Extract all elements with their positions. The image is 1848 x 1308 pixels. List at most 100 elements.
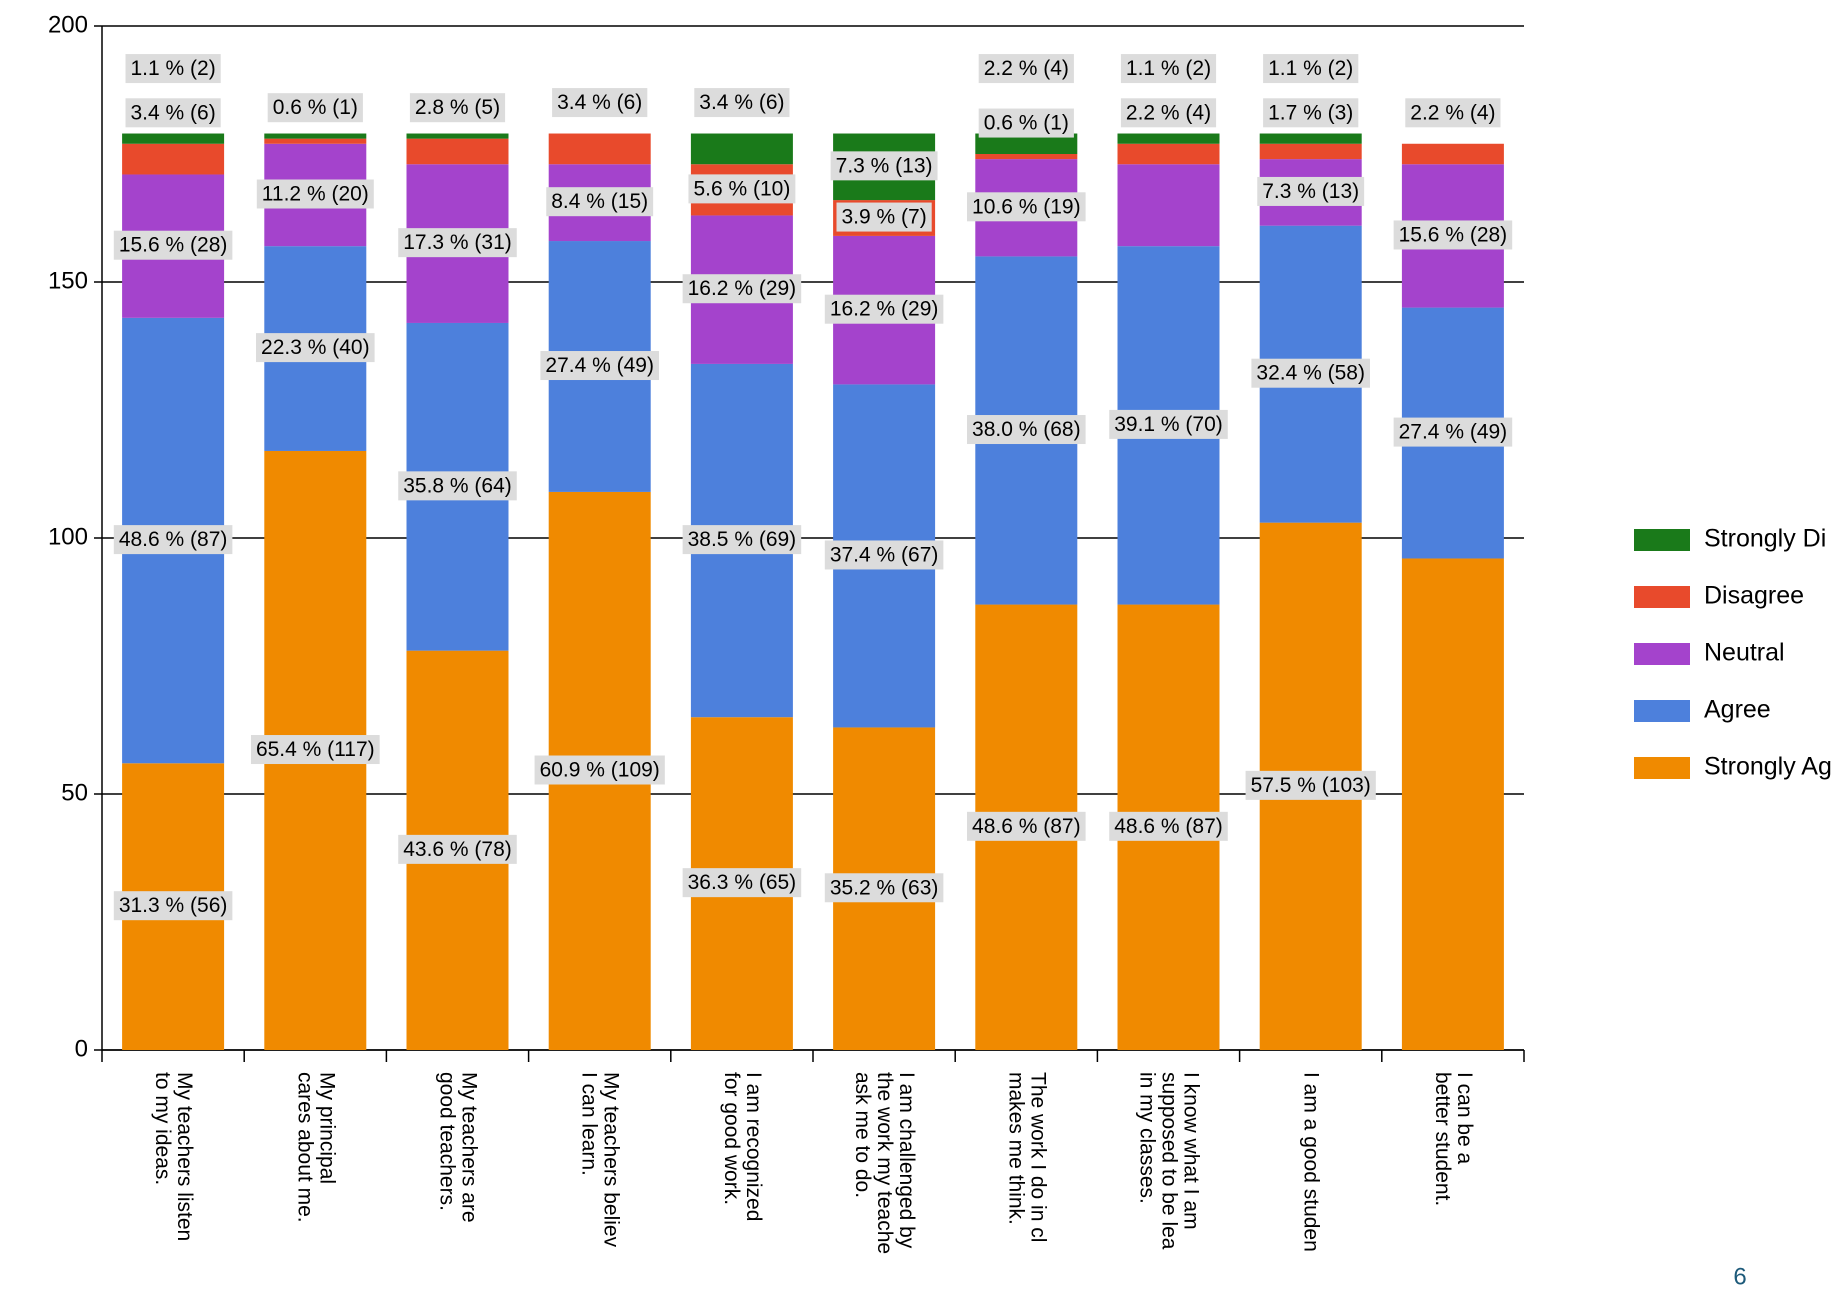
data-label: 38.5 % (69) [688,528,797,551]
data-label-bg [540,351,659,381]
y-tick-label: 100 [48,523,88,550]
data-label-bg [967,811,1086,841]
data-label-bg [824,294,944,324]
legend-swatch [1634,586,1690,608]
data-label-bg [682,525,802,555]
x-tick-label: My teachers listento my ideas. [152,1072,197,1241]
x-tick-label: I know what I amsupposed to be leain my … [1136,1072,1203,1250]
data-label-bg [824,540,944,570]
data-label-bg [1263,54,1359,84]
data-label-bg [824,873,944,903]
data-label-bg [250,735,380,765]
bar-segment [122,133,225,144]
data-label: 22.3 % (40) [261,336,370,359]
data-label: 38.0 % (68) [972,418,1081,441]
data-label: 35.2 % (63) [830,876,939,899]
data-label: 3.9 % (7) [841,206,926,229]
data-label: 27.4 % (49) [1399,421,1508,444]
data-label: 1.1 % (2) [130,57,215,80]
data-label: 1.1 % (2) [1126,57,1211,80]
x-tick-label: The work I do in clmakes me think. [1005,1072,1050,1242]
x-tick-label-text: My teachers listento my ideas. [152,1072,197,1241]
data-label: 11.2 % (20) [262,183,369,206]
data-label: 15.6 % (28) [119,234,228,257]
x-tick-label-text: I can be abetter student. [1431,1072,1476,1206]
x-tick-label-text: My teachers believI can learn. [578,1072,623,1248]
bar-segment [264,138,367,144]
data-label-bg [1405,98,1501,128]
x-tick-label-text: I know what I amsupposed to be leain my … [1136,1072,1203,1250]
data-label: 39.1 % (70) [1114,413,1223,436]
data-label-bg [1109,409,1228,439]
legend-label: Disagree [1704,582,1804,610]
bar-segment [1259,133,1362,144]
x-tick-label-text: My principalcares about me. [294,1072,339,1223]
x-tick-label: My teachers aregood teachers. [436,1072,481,1223]
x-tick-label-text: The work I do in clmakes me think. [1005,1072,1050,1242]
data-label-bg [967,415,1086,445]
data-label-bg [1257,176,1365,206]
data-label: 15.6 % (28) [1399,223,1508,246]
data-label-bg [682,274,802,304]
legend-swatch [1634,529,1690,551]
data-label-bg [546,187,654,217]
data-label-bg [694,88,790,118]
data-label-bg [830,151,938,181]
data-label: 2.2 % (4) [1126,101,1211,124]
legend-swatch [1634,643,1690,665]
x-tick-label: I am recognizedfor good work. [720,1072,765,1221]
data-label: 27.4 % (49) [545,354,654,377]
data-label: 3.4 % (6) [130,101,215,124]
data-label: 60.9 % (109) [540,759,660,782]
data-label: 32.4 % (58) [1256,362,1365,385]
x-tick-label-text: My teachers aregood teachers. [436,1072,481,1223]
bar-segment [1259,143,1362,160]
page-number: 6 [1733,1263,1746,1290]
bar-segment [548,133,651,165]
legend-label: Agree [1704,696,1771,724]
data-label: 36.3 % (65) [688,871,797,894]
data-label-bg [398,228,517,258]
bar-segment [975,154,1078,160]
data-label-bg [1120,98,1217,128]
data-label-bg [398,834,517,864]
data-label-bg [398,471,517,501]
data-label-bg [113,230,233,260]
x-tick-label: My principalcares about me. [294,1072,339,1223]
bar-segment [406,133,509,139]
bar-segment [1117,133,1220,144]
legend-label: Strongly Ag [1704,753,1832,781]
data-label: 35.8 % (64) [403,474,512,497]
data-label-bg [978,108,1074,138]
data-label-bg [967,192,1086,222]
data-label-bg [978,54,1074,84]
data-label: 57.5 % (103) [1251,774,1371,797]
x-tick-label: I can be abetter student. [1431,1072,1476,1206]
data-label-bg [1120,54,1217,84]
data-label-bg [534,755,665,785]
data-label: 2.8 % (5) [415,96,500,119]
data-label: 16.2 % (29) [830,298,939,321]
data-label-bg [836,202,932,232]
data-label-bg [552,88,648,118]
legend-swatch [1634,757,1690,779]
x-tick-label: My teachers believI can learn. [578,1072,623,1248]
data-label: 48.6 % (87) [1114,815,1223,838]
data-label: 2.2 % (4) [1410,101,1495,124]
data-label-bg [125,54,221,84]
data-label: 48.6 % (87) [972,815,1081,838]
legend-label: Strongly Di [1704,525,1826,553]
x-tick-label: I am challenged bythe work my teacheask … [851,1072,918,1254]
data-label-bg [256,179,374,209]
bar-segment [690,133,793,165]
legend-swatch [1634,700,1690,722]
data-label: 8.4 % (15) [551,190,648,213]
data-label: 0.6 % (1) [984,112,1069,135]
data-label-bg [1251,358,1370,388]
x-tick-label-text: I am challenged bythe work my teacheask … [851,1072,918,1254]
data-label-bg [267,93,363,123]
y-tick-label: 150 [48,267,88,294]
data-label-bg [1393,220,1513,250]
data-label: 10.6 % (19) [972,195,1081,218]
